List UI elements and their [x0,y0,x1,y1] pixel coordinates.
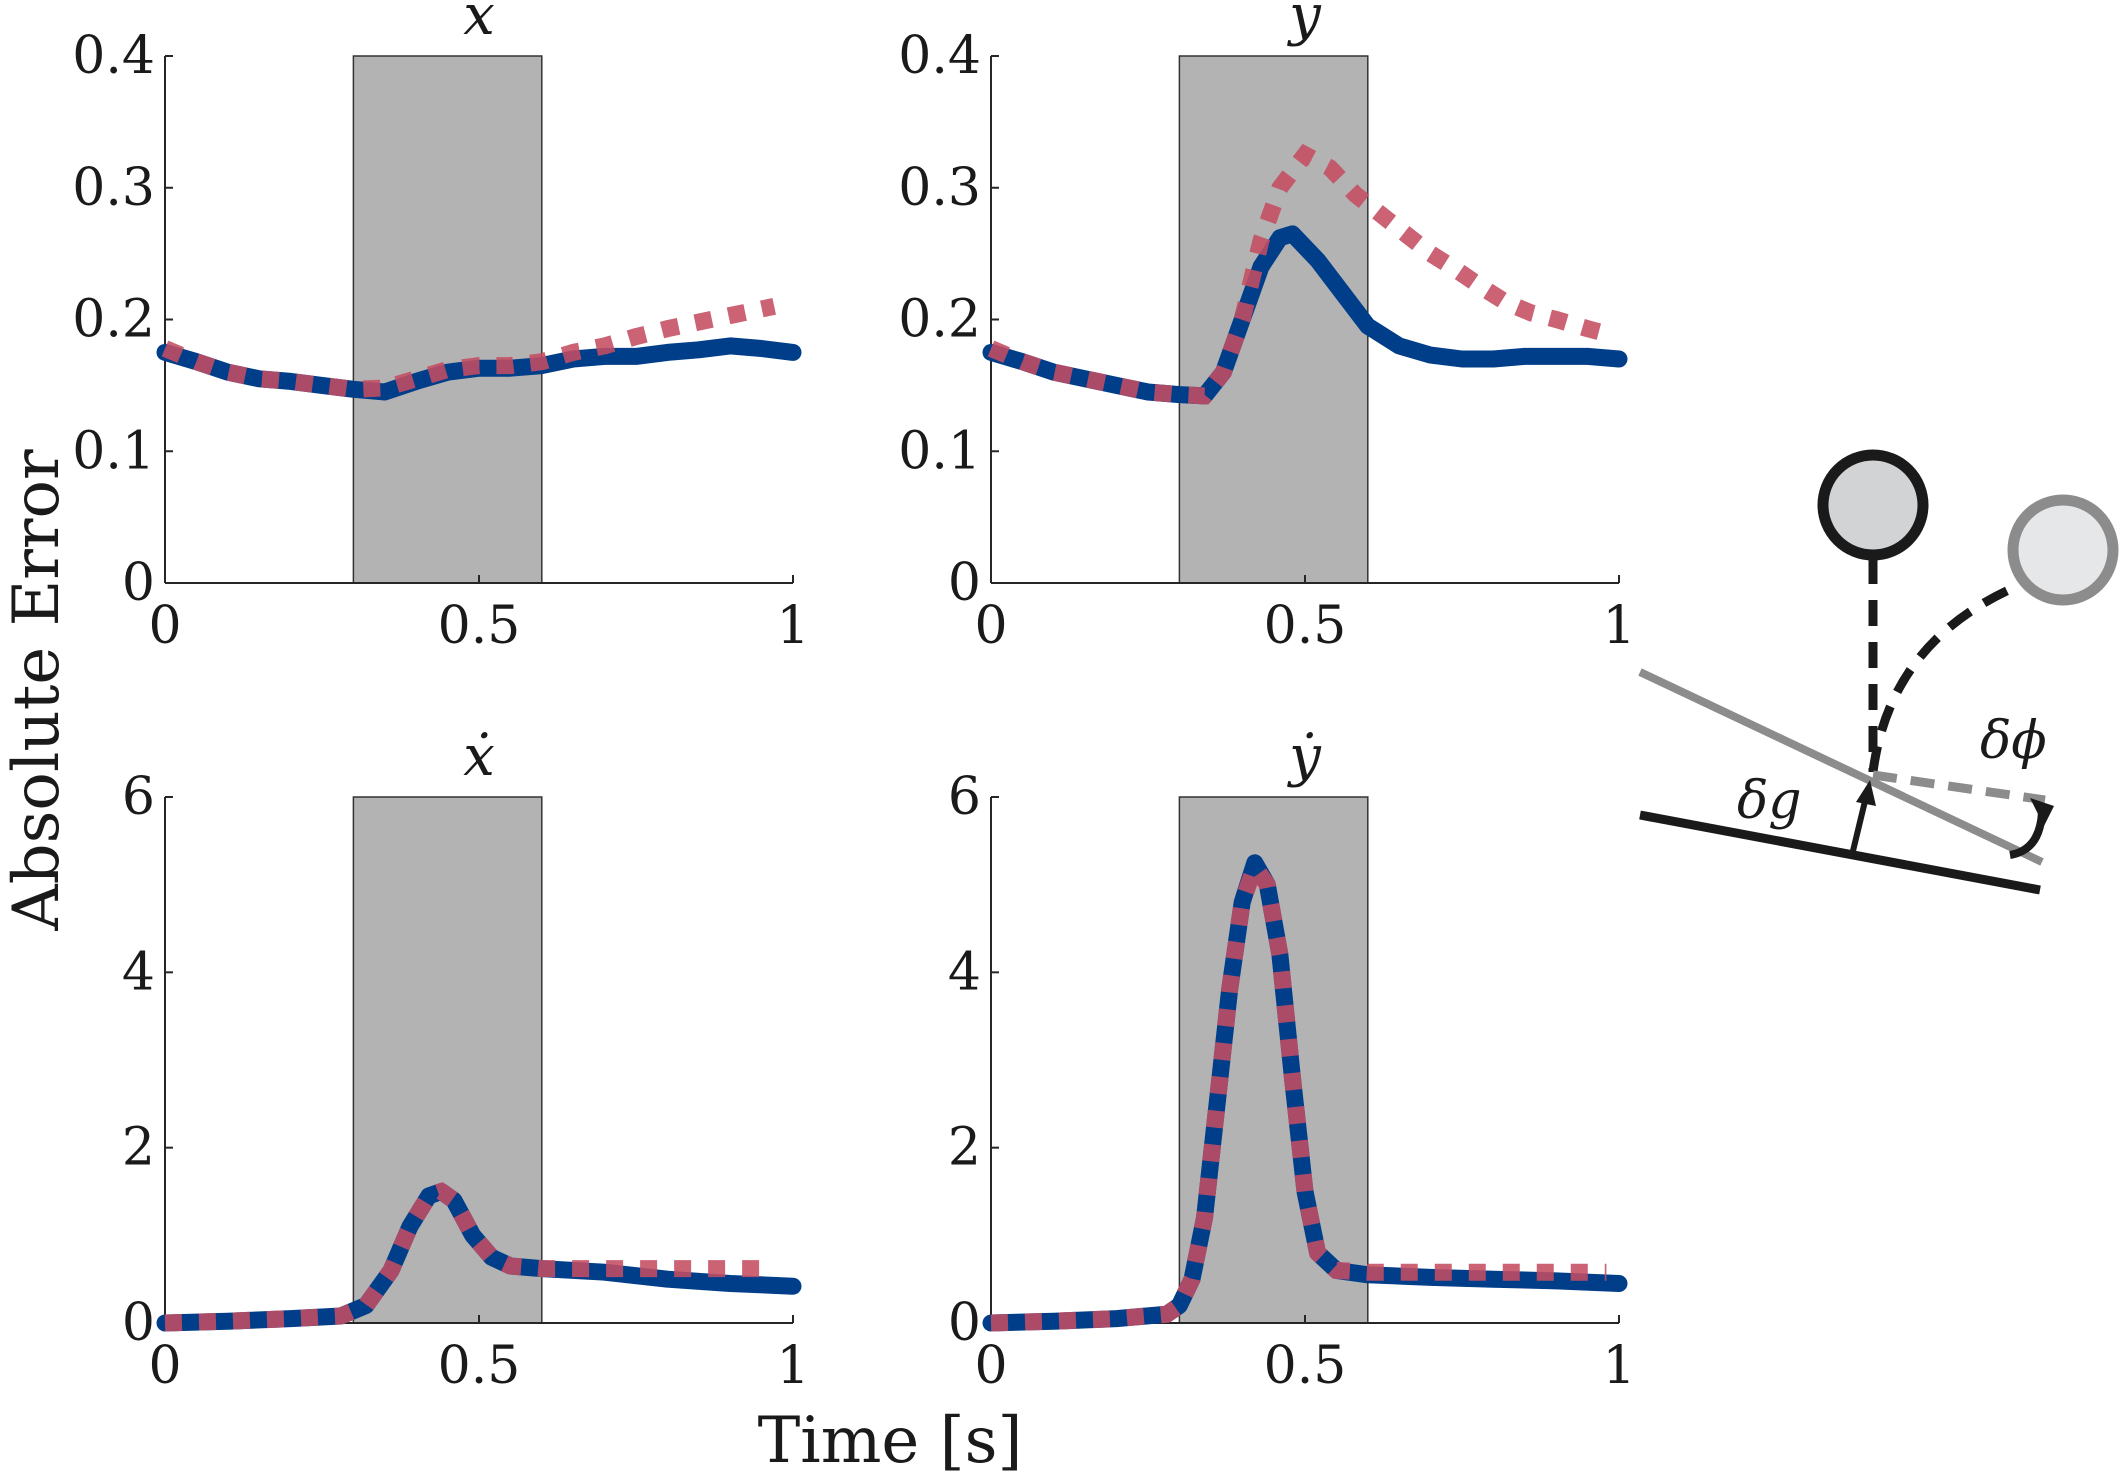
series-line-solid [982,225,1628,405]
y-tick-label: 0 [122,1293,155,1353]
ground-line-original [1639,810,2041,895]
y-tick-label: 0.3 [72,158,155,218]
y-tick-label: 0.2 [898,290,981,350]
panel-1: 0 0.1 0.2 0.3 0.4 0 0.5 1 x [72,0,809,656]
panel-3: 0 2 4 6 0 0.5 1 ẋ [122,724,810,1396]
y-tick-label: 0.4 [72,26,155,86]
reference-line-dashed [1872,770,2046,805]
ground-normal-arrow-shaft [1849,796,1869,856]
series-line-dotted [164,1182,768,1332]
panel-title: y [1286,0,1322,48]
shaded-interval [1178,55,1369,584]
y-tick-label: 4 [948,942,981,1002]
y-tick-label: 2 [122,1118,155,1178]
x-tick-label: 0 [148,1336,181,1396]
x-tick-label: 0.5 [438,1336,521,1396]
x-tick-label: 1 [776,596,809,656]
angle-arc-arrowhead [2030,798,2054,826]
y-tick-label: 0.4 [898,26,981,86]
y-tick-label: 0.1 [72,421,155,481]
y-tick-label: 0.1 [898,421,981,481]
panels-group: 0 0.1 0.2 0.3 0.4 0 0.5 1 x 0 0.1 0.2 0.3 0.4 0 0.5 1 y 0 2… [72,0,1635,1396]
y-tick-label: 6 [948,767,981,827]
shaded-interval [352,55,543,584]
pendulum-rod-perturbed [1868,580,2022,773]
x-tick-label: 0.5 [1264,1336,1347,1396]
label-delta-g: δg [1737,771,1802,831]
y-tick-label: 0.2 [72,290,155,350]
y-tick-label: 6 [122,767,155,827]
y-tick-label: 0 [122,553,155,613]
x-tick-label: 0.5 [438,596,521,656]
x-tick-label: 1 [776,1336,809,1396]
panel-title: x [463,0,495,48]
x-axis-label: Time [s] [758,1404,1023,1478]
y-tick-label: 0 [948,1293,981,1353]
y-axis-label: Absolute Error [0,449,74,932]
series-line-dotted [161,297,776,398]
label-delta-phi: δϕ [1980,711,2047,771]
series-line-dotted [990,848,1607,1332]
pendulum-mass-perturbed [2007,494,2119,606]
series-line-dotted [987,143,1615,405]
y-tick-label: 2 [948,1118,981,1178]
x-tick-label: 0 [974,596,1007,656]
x-tick-label: 0.5 [1264,596,1347,656]
pendulum-mass-original [1817,449,1929,561]
panel-title: ẏ [1286,724,1322,789]
x-tick-label: 1 [1602,1336,1635,1396]
y-tick-label: 0 [948,553,981,613]
y-tick-label: 0.3 [898,158,981,218]
x-tick-label: 0 [974,1336,1007,1396]
ground-line-perturbed [1638,668,2044,866]
y-tick-label: 4 [122,942,155,1002]
panel-4: 0 2 4 6 0 0.5 1 ẏ [948,724,1636,1396]
x-tick-label: 1 [1602,596,1635,656]
shaded-interval [352,796,543,1324]
perturbation-diagram: δg δϕ [1638,449,2119,895]
panel-2: 0 0.1 0.2 0.3 0.4 0 0.5 1 y [898,0,1635,656]
x-tick-label: 0 [148,596,181,656]
ground-normal-arrowhead [1856,780,1876,806]
panel-title: ẋ [463,724,495,789]
